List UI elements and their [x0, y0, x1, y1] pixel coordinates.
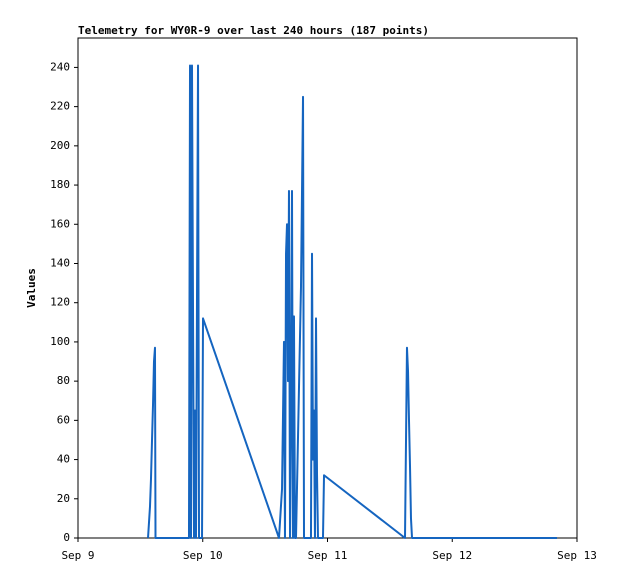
- y-tick-label: 240: [50, 60, 70, 73]
- y-tick-label: 20: [57, 492, 70, 505]
- y-tick-label: 120: [50, 296, 70, 309]
- y-tick-label: 0: [63, 531, 70, 544]
- x-tick-label: Sep 10: [183, 549, 223, 562]
- y-tick-label: 140: [50, 256, 70, 269]
- y-tick-label: 40: [57, 453, 70, 466]
- x-tick-label: Sep 13: [557, 549, 597, 562]
- y-tick-label: 220: [50, 100, 70, 113]
- y-axis-label: Values: [25, 268, 38, 308]
- y-tick-label: 80: [57, 374, 70, 387]
- y-tick-label: 60: [57, 413, 70, 426]
- y-tick-label: 200: [50, 139, 70, 152]
- x-tick-label: Sep 12: [432, 549, 472, 562]
- y-tick-label: 100: [50, 335, 70, 348]
- x-tick-label: Sep 9: [61, 549, 94, 562]
- data-line: [147, 64, 557, 539]
- y-tick-label: 160: [50, 217, 70, 230]
- x-tick-label: Sep 11: [308, 549, 348, 562]
- chart-title: Telemetry for WY0R-9 over last 240 hours…: [78, 24, 429, 37]
- y-tick-label: 180: [50, 178, 70, 191]
